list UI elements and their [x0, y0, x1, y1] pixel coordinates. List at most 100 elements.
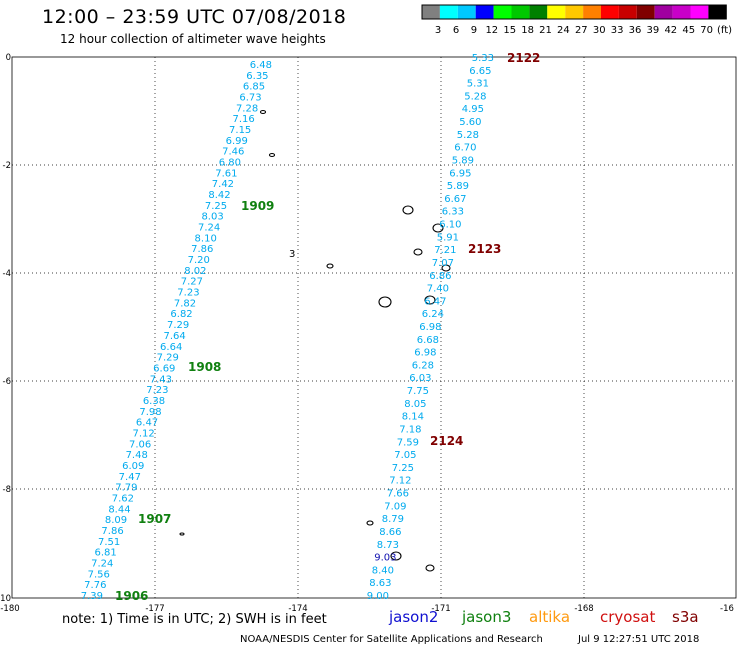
swh-value-label: 8.09	[105, 515, 127, 526]
swh-value-label: 8.14	[402, 412, 424, 423]
swh-value-label: 7.12	[132, 428, 154, 439]
swh-value-label: 7.29	[167, 320, 189, 331]
swh-value-label: 7.25	[205, 201, 227, 212]
swh-value-label: 7.75	[407, 386, 429, 397]
island-outline	[259, 109, 267, 115]
swh-value-label: 6.85	[243, 82, 265, 93]
swh-value-label: 7.39	[81, 591, 103, 602]
swh-value-label: 7.86	[191, 244, 213, 255]
pass-time-label: 2122	[507, 51, 540, 65]
swh-value-label: 4.95	[462, 104, 484, 115]
colorbar-label: 6	[453, 25, 459, 36]
swh-value-label: 7.21	[434, 245, 456, 256]
colorbar-swatch	[708, 5, 727, 19]
swh-value-label: 5.91	[437, 232, 459, 243]
pass-time-label: 2123	[468, 242, 501, 256]
pass-time-label: 2124	[430, 434, 463, 448]
swh-value-label: 6.65	[469, 66, 491, 77]
colorbar-swatch	[618, 5, 637, 19]
swh-value-label: 7.12	[389, 476, 411, 487]
swh-value-label: 7.29	[157, 353, 179, 364]
swh-value-label: 6.03	[409, 373, 431, 384]
pass-time-label: 1908	[188, 360, 221, 374]
swh-value-label: 7.47	[119, 472, 141, 483]
colorbar-swatch	[547, 5, 566, 19]
colorbar-swatch	[690, 5, 709, 19]
swh-value-label: 6.68	[417, 335, 439, 346]
colorbar-label: 45	[682, 25, 695, 36]
colorbar-swatch	[511, 5, 530, 19]
swh-value-label: 7.82	[174, 298, 196, 309]
colorbar-swatch	[475, 5, 494, 19]
latitude-tick-label: -8	[3, 485, 11, 495]
colorbar-swatch	[654, 5, 673, 19]
swh-value-label: 7.51	[98, 537, 120, 548]
swh-value-label: 6.98	[419, 322, 441, 333]
swh-value-label: 7.79	[115, 483, 137, 494]
colorbar-swatch	[672, 5, 691, 19]
swh-value-label: 6.64	[160, 342, 182, 353]
island-outline	[413, 248, 423, 256]
swh-value-label: 7.28	[236, 103, 258, 114]
legend-cryosat: cryosat	[600, 608, 656, 626]
swh-value-label: 5.89	[452, 155, 474, 166]
colorbar-label: 42	[664, 25, 677, 36]
swh-value-label: 7.86	[101, 526, 123, 537]
swh-value-label: 7.24	[91, 558, 113, 569]
island-outline	[179, 532, 185, 536]
generated-timestamp: Jul 9 12:27:51 UTC 2018	[578, 634, 700, 645]
pass-time-label: 1907	[138, 512, 171, 526]
swh-value-label: 7.46	[222, 147, 244, 158]
credit-line: NOAA/NESDIS Center for Satellite Applica…	[240, 634, 543, 645]
swh-value-label: 7.42	[212, 179, 234, 190]
colorbar-label: 15	[503, 25, 516, 36]
colorbar-label: 36	[629, 25, 642, 36]
swh-value-label: 8.63	[369, 578, 391, 589]
swh-value-label: 7.48	[126, 450, 148, 461]
island-outline	[424, 295, 436, 305]
colorbar-label: 21	[539, 25, 552, 36]
swh-value-label: 5.33	[472, 53, 494, 64]
island-outline	[432, 223, 444, 233]
swh-value-label: 6.47	[136, 418, 158, 429]
footer-note: note: 1) Time is in UTC; 2) SWH is in fe…	[62, 612, 327, 627]
swh-value-label: 6.48	[250, 60, 272, 71]
swh-value-label: 6.09	[122, 461, 144, 472]
swh-value-label: 9.00	[367, 591, 389, 602]
swh-value-label: 7.62	[112, 493, 134, 504]
island-outline	[326, 263, 334, 269]
legend-jason2: jason2	[389, 608, 439, 626]
swh-value-label: 6.80	[219, 158, 241, 169]
longitude-tick-label: -180	[0, 604, 19, 612]
colorbar-label: 18	[521, 25, 534, 36]
swh-value-label: 6.95	[449, 168, 471, 179]
longitude-tick-label: -177	[145, 604, 164, 612]
swh-value-label: 7.06	[129, 439, 151, 450]
legend-s3a: s3a	[672, 608, 699, 626]
swh-value-label: 8.40	[372, 565, 394, 576]
swh-value-label: 7.61	[215, 168, 237, 179]
pass-time-label: 1909	[241, 199, 274, 213]
colorbar-label: 70	[700, 25, 713, 36]
latitude-tick-label: 0	[6, 53, 11, 63]
swh-value-label: 6.99	[226, 136, 248, 147]
map-subtitle: 12 hour collection of altimeter wave hei…	[60, 32, 326, 46]
colorbar-label: 12	[485, 25, 498, 36]
swh-value-label: 8.02	[184, 266, 206, 277]
swh-value-label: 7.09	[384, 501, 406, 512]
swh-value-label: 8.66	[379, 527, 401, 538]
swh-value-label: 8.44	[108, 504, 130, 515]
island-outline	[425, 564, 435, 572]
legend-altika: altika	[529, 608, 571, 626]
colorbar-label: 3	[435, 25, 441, 36]
swh-value-label: 8.03	[201, 212, 223, 223]
swh-value-label: 7.98	[139, 407, 161, 418]
swh-value-label: 7.25	[392, 463, 414, 474]
swh-value-label: 7.24	[198, 223, 220, 234]
island-outline	[390, 551, 402, 561]
island-outline	[268, 152, 276, 158]
island-outline	[441, 264, 451, 272]
longitude-tick-label: -16	[720, 604, 734, 612]
swh-value-label: 6.73	[239, 93, 261, 104]
colorbar-label: 33	[611, 25, 624, 36]
